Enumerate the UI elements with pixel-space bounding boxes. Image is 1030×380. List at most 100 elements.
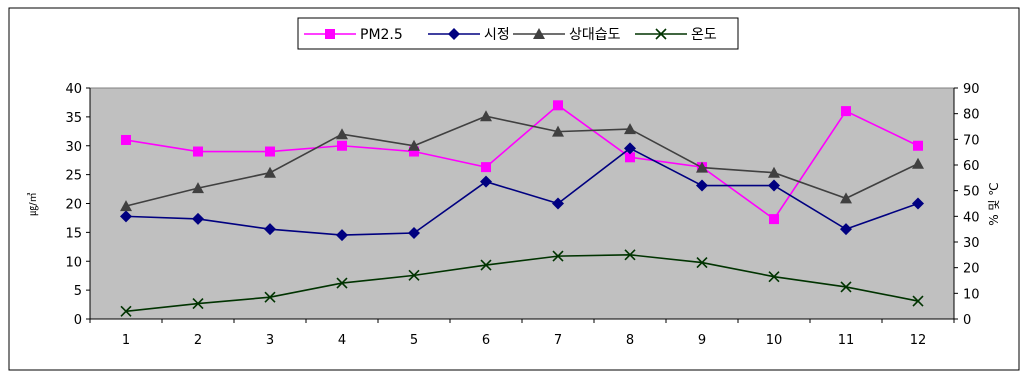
left-y-tick-label: 0 — [74, 313, 82, 328]
legend-marker — [655, 28, 667, 40]
data-point — [624, 142, 636, 155]
left-y-tick-label: 30 — [65, 140, 82, 155]
data-point — [192, 182, 204, 194]
left-y-tick-label: 10 — [65, 255, 82, 270]
left-y-tick-label: 5 — [74, 284, 82, 299]
left-y-tick-label: 40 — [65, 82, 82, 97]
right-y-tick-label: 0 — [963, 313, 971, 328]
left-y-tick-label: 25 — [65, 169, 82, 184]
data-point — [192, 298, 204, 310]
data-point — [841, 106, 851, 117]
right-y-tick-label: 70 — [963, 133, 980, 148]
data-point — [265, 146, 275, 157]
data-point — [264, 291, 276, 303]
data-point — [481, 162, 491, 173]
data-point — [696, 161, 708, 173]
legend-item-4: 온도 — [635, 27, 717, 43]
right-axis-label: % 및 ℃ — [987, 182, 1001, 226]
x-tick-label: 12 — [910, 333, 927, 348]
series-layer — [120, 100, 924, 317]
data-point — [696, 256, 708, 269]
data-point — [840, 192, 852, 204]
data-point — [552, 197, 564, 210]
legend-label: 시정 — [484, 27, 510, 43]
data-point — [337, 140, 347, 151]
left-y-tick-label: 15 — [65, 226, 82, 241]
right-y-tick-label: 10 — [963, 287, 980, 302]
data-point — [409, 146, 419, 157]
data-point — [552, 250, 564, 262]
data-point — [120, 210, 132, 223]
legend-label: 온도 — [691, 27, 717, 43]
series-line — [125, 147, 919, 236]
data-point — [480, 175, 492, 188]
data-point — [840, 281, 852, 293]
data-point — [120, 305, 132, 317]
data-point — [912, 157, 924, 169]
x-axis-ticks: 1 2 3 4 5 6 7 8 9 10 11 12 — [89, 319, 955, 348]
data-point — [408, 139, 420, 151]
data-point — [624, 249, 636, 261]
right-y-tick-label: 90 — [963, 82, 980, 97]
x-tick-label: 1 — [122, 333, 130, 348]
series-line — [125, 104, 919, 221]
right-y-tick-label: 20 — [963, 262, 980, 277]
legend-marker — [448, 28, 460, 40]
data-point — [408, 269, 420, 281]
left-y-tick-label: 20 — [65, 198, 82, 213]
legend: PM2.5 시정 상대습도 온도 — [297, 17, 739, 50]
data-point — [121, 134, 131, 145]
data-point — [696, 179, 708, 192]
x-tick-label: 6 — [482, 333, 490, 348]
data-point — [768, 271, 780, 283]
right-y-axis-ticks: 0 10 20 30 40 50 60 70 80 90 — [954, 82, 980, 328]
data-point — [912, 197, 924, 210]
data-point — [264, 223, 276, 236]
data-point — [408, 227, 420, 240]
data-point — [768, 166, 780, 178]
series-4 — [120, 249, 924, 317]
x-tick-label: 11 — [838, 333, 855, 348]
data-point — [336, 229, 348, 242]
data-point — [192, 212, 204, 225]
x-tick-label: 5 — [410, 333, 418, 348]
series-line — [125, 254, 919, 313]
data-point — [624, 123, 636, 135]
data-point — [840, 223, 852, 236]
legend-item-1: PM2.5 — [304, 27, 403, 43]
left-y-tick-label: 35 — [65, 111, 82, 126]
right-y-tick-label: 50 — [963, 185, 980, 200]
data-point — [336, 128, 348, 140]
legend-item-3: 상대습도 — [513, 27, 621, 43]
data-point — [553, 100, 563, 111]
legend-item-2: 시정 — [428, 27, 510, 43]
x-tick-label: 8 — [626, 333, 634, 348]
x-tick-label: 3 — [266, 333, 274, 348]
x-tick-label: 9 — [698, 333, 706, 348]
legend-label: PM2.5 — [360, 27, 403, 43]
data-point — [336, 277, 348, 289]
right-y-tick-label: 60 — [963, 159, 980, 174]
series-2 — [120, 142, 924, 242]
plot-area — [89, 87, 955, 320]
x-tick-label: 10 — [766, 333, 783, 348]
left-axis-label: ㎍/㎥ — [26, 192, 39, 215]
data-point — [264, 166, 276, 178]
legend-marker — [533, 28, 545, 39]
data-point — [120, 200, 132, 212]
x-tick-label: 2 — [194, 333, 202, 348]
legend-marker — [325, 29, 335, 39]
right-y-tick-label: 80 — [963, 108, 980, 123]
data-point — [769, 214, 779, 225]
data-point — [552, 125, 564, 137]
left-y-axis-ticks: 0 5 10 15 20 25 30 35 40 — [65, 82, 90, 328]
right-y-tick-label: 30 — [963, 236, 980, 251]
x-tick-label: 7 — [554, 333, 562, 348]
series-line — [125, 115, 919, 207]
data-point — [193, 146, 203, 157]
data-point — [480, 259, 492, 271]
legend-label: 상대습도 — [569, 27, 621, 43]
data-point — [912, 295, 924, 307]
